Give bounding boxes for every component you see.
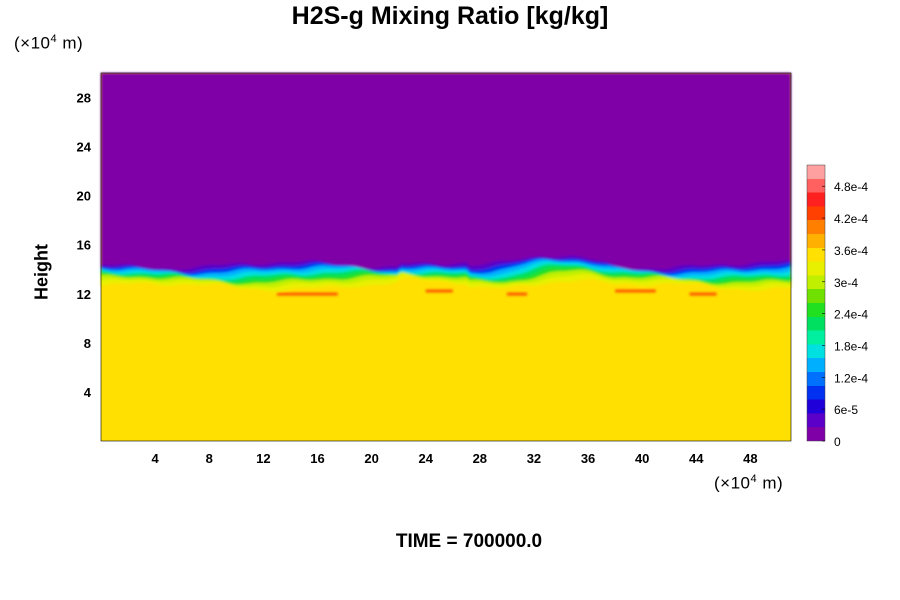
y-tick-labels: 4 8 12 16 20 24 28 [77, 91, 92, 400]
x-tick-label: 12 [256, 451, 270, 466]
colorbar-tick-label: 0 [834, 435, 841, 449]
x-tick-label: 24 [418, 451, 433, 466]
high-value-streak [689, 292, 717, 296]
colorbar-tick-label: 2.4e-4 [834, 308, 868, 322]
plot-frame [100, 72, 792, 442]
colorbar-tick-label: 4.8e-4 [834, 180, 868, 194]
y-tick-label: 20 [77, 189, 91, 204]
y-tick-label: 24 [77, 140, 92, 155]
x-tick-label: 16 [310, 451, 324, 466]
colorbar-tick-label: 1.8e-4 [834, 339, 868, 353]
x-tick-label: 36 [581, 451, 595, 466]
y-tick-label: 8 [84, 336, 91, 351]
y-tick-label: 4 [84, 385, 92, 400]
y-axis-unit: (×104 m) [14, 33, 84, 53]
high-value-streak [425, 289, 453, 293]
high-value-streak [506, 292, 528, 296]
x-tick-label: 8 [206, 451, 213, 466]
high-value-streak [615, 289, 656, 293]
x-tick-label: 32 [527, 451, 541, 466]
concentration-band [101, 73, 791, 269]
high-value-streaks [276, 289, 717, 296]
x-tick-label: 40 [635, 451, 649, 466]
colorbar-tick-label: 4.2e-4 [834, 212, 868, 226]
colorbar-tick-label: 3.6e-4 [834, 244, 868, 258]
colorbar-tick-label: 3e-4 [834, 276, 858, 290]
colorbar-tick-label: 1.2e-4 [834, 371, 868, 385]
x-tick-labels: 4 8 12 16 20 24 28 32 36 40 44 48 [152, 451, 758, 466]
plot-area [100, 72, 792, 442]
high-value-streak [276, 292, 338, 296]
x-tick-label: 4 [152, 451, 160, 466]
colorbar-scale [806, 164, 826, 442]
colorbar-tick-label: 6e-5 [834, 403, 858, 417]
y-tick-label: 28 [77, 91, 91, 106]
x-tick-label: 28 [473, 451, 487, 466]
chart-title: H2S-g Mixing Ratio [kg/kg] [291, 2, 609, 30]
colorbar: 0 6e-5 1.2e-4 1.8e-4 2.4e-4 3e-4 3.6e-4 4.2e-4 4… [806, 164, 868, 449]
x-tick-label: 44 [689, 451, 704, 466]
y-tick-label: 16 [77, 238, 91, 253]
y-tick-label: 12 [77, 287, 91, 302]
time-label: TIME = 700000.0 [395, 531, 543, 552]
x-axis-unit: (×104 m) [714, 473, 784, 493]
x-tick-label: 48 [743, 451, 757, 466]
x-tick-label: 20 [364, 451, 378, 466]
